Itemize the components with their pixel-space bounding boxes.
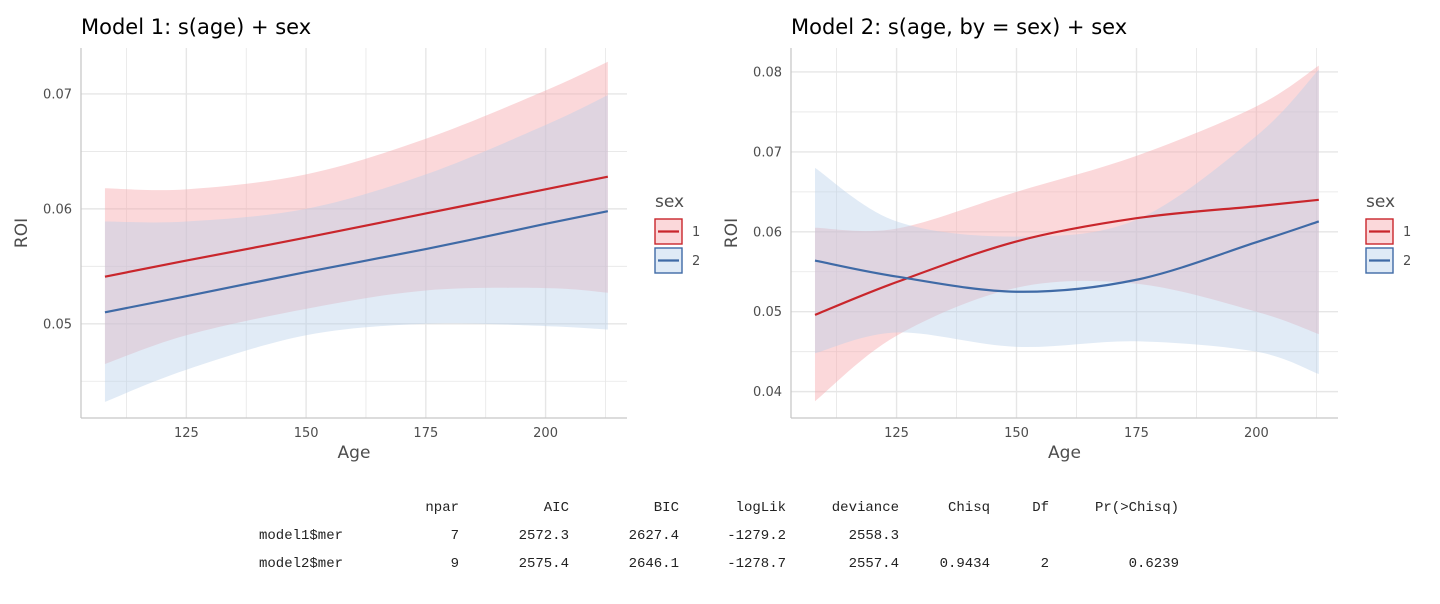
x-tick-label: 175: [1124, 426, 1149, 441]
series-line-sex-1: [104, 175, 609, 278]
table-cell: 2572.3: [518, 528, 569, 544]
y-tick-label: 0.05: [753, 305, 782, 320]
table-cell: 2558.3: [848, 528, 899, 544]
x-tick-label: 125: [174, 426, 199, 441]
x-axis-label: Age: [338, 443, 371, 463]
table-cell: 0.9434: [939, 556, 990, 572]
series-line-sex-2: [814, 220, 1320, 293]
x-tick-label: 200: [533, 426, 558, 441]
confidence-band-sex-2: [104, 95, 608, 402]
y-tick-label: 0.07: [43, 87, 72, 102]
table-cell: 0.6239: [1128, 556, 1179, 572]
y-axis-label: ROI: [12, 218, 32, 248]
y-tick-label: 0.06: [753, 225, 782, 240]
table-cell: -1278.7: [727, 556, 786, 572]
table-cell: 9: [450, 556, 459, 572]
chart-title: Model 2: s(age, by = sex) + sex: [791, 15, 1127, 39]
table-cell: 7: [450, 528, 459, 544]
confidence-band-sex-2: [814, 69, 1319, 375]
legend-label-sex-1: 1: [692, 225, 700, 240]
legend-label-sex-2: 2: [1403, 254, 1411, 269]
table-header-cell: deviance: [831, 500, 899, 516]
series-line-sex-1: [814, 198, 1319, 316]
y-axis-label: ROI: [722, 218, 742, 248]
x-tick-label: 150: [1004, 426, 1029, 441]
x-tick-label: 200: [1244, 426, 1269, 441]
table-header-cell: logLik: [735, 500, 786, 516]
table-row-name: model2$mer: [259, 556, 344, 572]
table-header-cell: Pr(>Chisq): [1094, 500, 1179, 516]
y-tick-label: 0.05: [43, 317, 72, 332]
legend: sex 1 2: [1365, 192, 1411, 274]
chart-panel-2: 125 150 175 200 0.04 0.05 0.06 0.07 0.08 Model 2:…: [722, 15, 1411, 463]
y-tick-label: 0.07: [753, 145, 782, 160]
legend-title: sex: [1366, 192, 1395, 212]
table-cell: 2646.1: [628, 556, 679, 572]
legend: sex 1 2: [654, 192, 700, 274]
series-line-sex-2: [104, 210, 609, 314]
table-header-cell: BIC: [653, 500, 679, 516]
charts-area: 125 150 175 200 0.05 0.06 0.07 Model 1: s(age) …: [12, 15, 1411, 463]
x-axis-label: Age: [1048, 443, 1081, 463]
table-cell: 2: [1040, 556, 1049, 572]
chart-panel-1: 125 150 175 200 0.05 0.06 0.07 Model 1: s(age) …: [12, 15, 700, 463]
confidence-band-sex-1: [814, 65, 1319, 402]
table-row-name: model1$mer: [259, 528, 344, 544]
table-header-cell: Df: [1032, 500, 1049, 516]
y-tick-label: 0.04: [753, 385, 782, 400]
y-tick-label: 0.08: [753, 65, 782, 80]
table-cell: 2575.4: [518, 556, 569, 572]
table-cell: -1279.2: [727, 528, 786, 544]
legend-title: sex: [655, 192, 684, 212]
confidence-band-sex-1: [104, 61, 608, 364]
table-cell: 2627.4: [628, 528, 679, 544]
table-header-cell: npar: [425, 500, 459, 516]
legend-label-sex-1: 1: [1403, 225, 1411, 240]
x-tick-label: 125: [884, 426, 909, 441]
x-tick-label: 150: [294, 426, 319, 441]
table-cell: 2557.4: [848, 556, 899, 572]
x-tick-label: 175: [413, 426, 438, 441]
table-header-cell: Chisq: [947, 500, 990, 516]
y-tick-label: 0.06: [43, 202, 72, 217]
table-header-cell: AIC: [543, 500, 569, 516]
chart-title: Model 1: s(age) + sex: [81, 15, 311, 39]
legend-label-sex-2: 2: [692, 254, 700, 269]
